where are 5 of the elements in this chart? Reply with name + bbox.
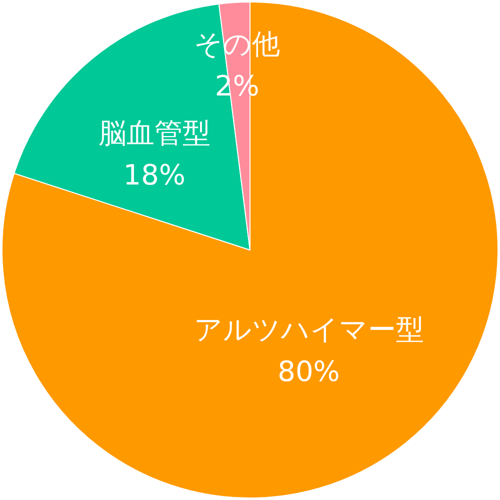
slice-label: アルツハイマー型	[194, 312, 424, 346]
data-label: 80%	[278, 354, 340, 388]
slice-label: その他	[194, 27, 280, 60]
data-label: 18%	[123, 158, 186, 192]
slice-label: 脳血管型	[98, 116, 210, 150]
